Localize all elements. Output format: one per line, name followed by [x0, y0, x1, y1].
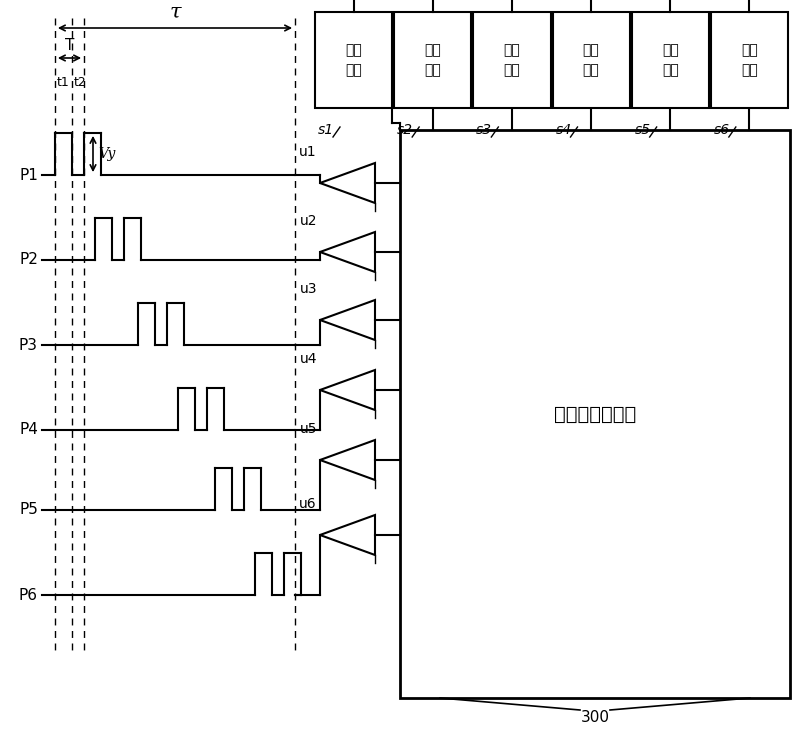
- Bar: [632, 12, 709, 108]
- Text: 感测: 感测: [503, 43, 520, 57]
- Text: 感测: 感测: [346, 43, 362, 57]
- Bar: [553, 12, 630, 108]
- Text: 电路: 电路: [582, 63, 599, 77]
- Text: P4: P4: [19, 423, 38, 437]
- Text: 电路: 电路: [346, 63, 362, 77]
- Text: T: T: [65, 38, 74, 53]
- Text: u4: u4: [299, 352, 317, 366]
- Text: 电容式触控面板: 电容式触控面板: [554, 404, 636, 424]
- Bar: [315, 12, 392, 108]
- Text: 感测: 感测: [424, 43, 441, 57]
- Text: 300: 300: [581, 711, 610, 725]
- Text: 感测: 感测: [662, 43, 678, 57]
- Text: s3: s3: [476, 123, 493, 137]
- Text: P5: P5: [19, 503, 38, 517]
- Bar: [474, 12, 550, 108]
- Text: u6: u6: [299, 497, 317, 511]
- Text: u3: u3: [299, 282, 317, 296]
- Text: u1: u1: [299, 145, 317, 159]
- Text: u2: u2: [299, 214, 317, 228]
- Text: 电路: 电路: [424, 63, 441, 77]
- Text: s4: s4: [555, 123, 572, 137]
- Text: t2: t2: [74, 76, 86, 89]
- Text: 感测: 感测: [741, 43, 758, 57]
- Text: u5: u5: [299, 422, 317, 436]
- Text: P6: P6: [19, 587, 38, 603]
- Text: s1: s1: [318, 123, 334, 137]
- Text: 电路: 电路: [503, 63, 520, 77]
- Text: τ: τ: [170, 3, 181, 22]
- Text: 电路: 电路: [741, 63, 758, 77]
- Bar: [711, 12, 788, 108]
- Text: P3: P3: [19, 338, 38, 352]
- Text: s6: s6: [714, 123, 730, 137]
- Text: P1: P1: [19, 167, 38, 183]
- Text: s5: s5: [634, 123, 650, 137]
- Text: t1: t1: [57, 76, 70, 89]
- Text: Vy: Vy: [98, 147, 115, 161]
- Bar: [400, 130, 790, 698]
- Bar: [394, 12, 471, 108]
- Text: 感测: 感测: [582, 43, 599, 57]
- Text: s2: s2: [397, 123, 414, 137]
- Text: P2: P2: [19, 252, 38, 267]
- Text: 电路: 电路: [662, 63, 678, 77]
